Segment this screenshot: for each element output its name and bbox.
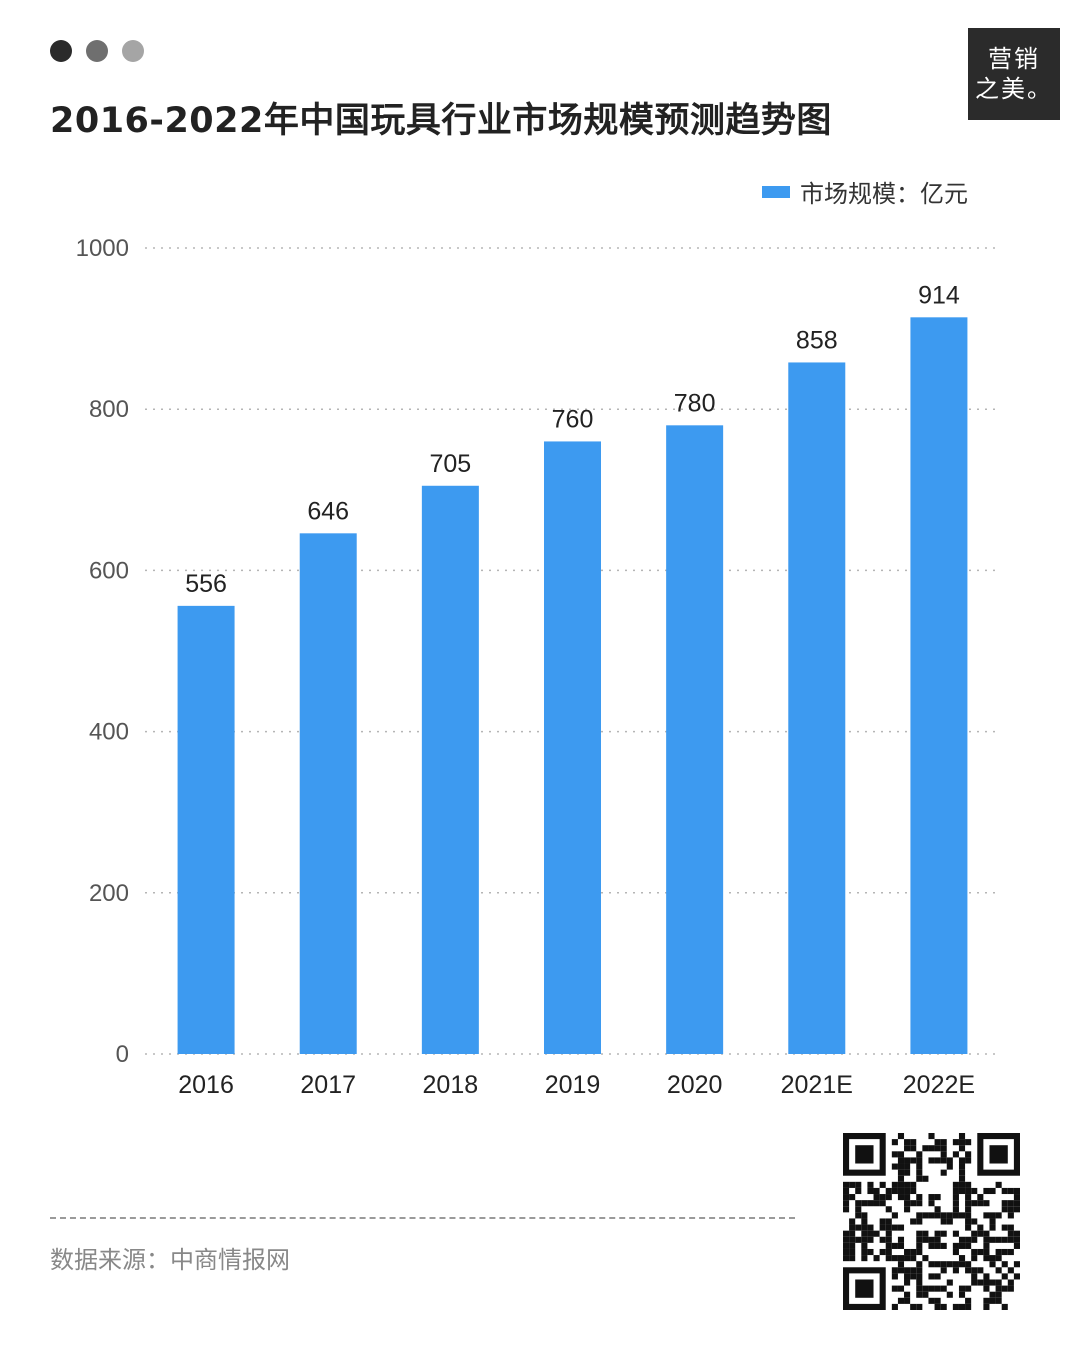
bar-2018 <box>421 485 479 1054</box>
dot-2 <box>86 40 108 62</box>
data-label-2021E: 858 <box>796 326 838 354</box>
dot-1 <box>50 40 72 62</box>
data-source: 数据来源：中商情报网 <box>50 1246 290 1274</box>
x-tick-label-2022E: 2022E <box>903 1071 975 1099</box>
x-tick-label-2018: 2018 <box>423 1071 479 1099</box>
brand-line-1: 营销 <box>988 45 1040 73</box>
y-tick-label-600: 600 <box>89 557 129 584</box>
bar-2016 <box>177 605 235 1054</box>
brand-logo: 营销 之美。 <box>968 28 1060 120</box>
data-label-2019: 760 <box>552 405 594 433</box>
y-tick-label-0: 0 <box>116 1041 129 1068</box>
bar-chart: 0 200 400 600 800 1000 556 2016 646 2017 705 2018 76… <box>76 235 1000 1099</box>
window-dots <box>50 40 144 62</box>
y-tick-label-400: 400 <box>89 719 129 746</box>
dot-3 <box>122 40 144 62</box>
x-tick-label-2016: 2016 <box>178 1071 234 1099</box>
bar-2020 <box>666 425 724 1054</box>
legend-label: 市场规模：亿元 <box>800 180 968 208</box>
data-label-2022E: 914 <box>918 281 960 309</box>
footer-divider <box>50 1217 795 1219</box>
y-tick-label-1000: 1000 <box>76 235 129 262</box>
bar-2017 <box>299 533 357 1054</box>
y-tick-label-200: 200 <box>89 880 129 907</box>
data-label-2017: 646 <box>307 497 349 525</box>
data-label-2016: 556 <box>185 570 227 598</box>
bar-2022E <box>910 317 968 1054</box>
bar-2021E <box>788 362 846 1054</box>
x-tick-label-2017: 2017 <box>300 1071 356 1099</box>
legend-swatch <box>762 185 790 198</box>
x-tick-label-2021E: 2021E <box>781 1071 853 1099</box>
legend: 市场规模：亿元 <box>762 174 968 209</box>
brand-line-2: 之美。 <box>975 75 1053 103</box>
data-label-2020: 780 <box>674 389 716 417</box>
data-label-2018: 705 <box>429 450 471 478</box>
chart-title: 2016-2022年中国玩具行业市场规模预测趋势图 <box>50 101 832 141</box>
qr-code-icon <box>843 1133 1020 1310</box>
x-tick-label-2020: 2020 <box>667 1071 723 1099</box>
x-tick-label-2019: 2019 <box>545 1071 601 1099</box>
y-tick-label-800: 800 <box>89 396 129 423</box>
bar-2019 <box>544 441 601 1054</box>
